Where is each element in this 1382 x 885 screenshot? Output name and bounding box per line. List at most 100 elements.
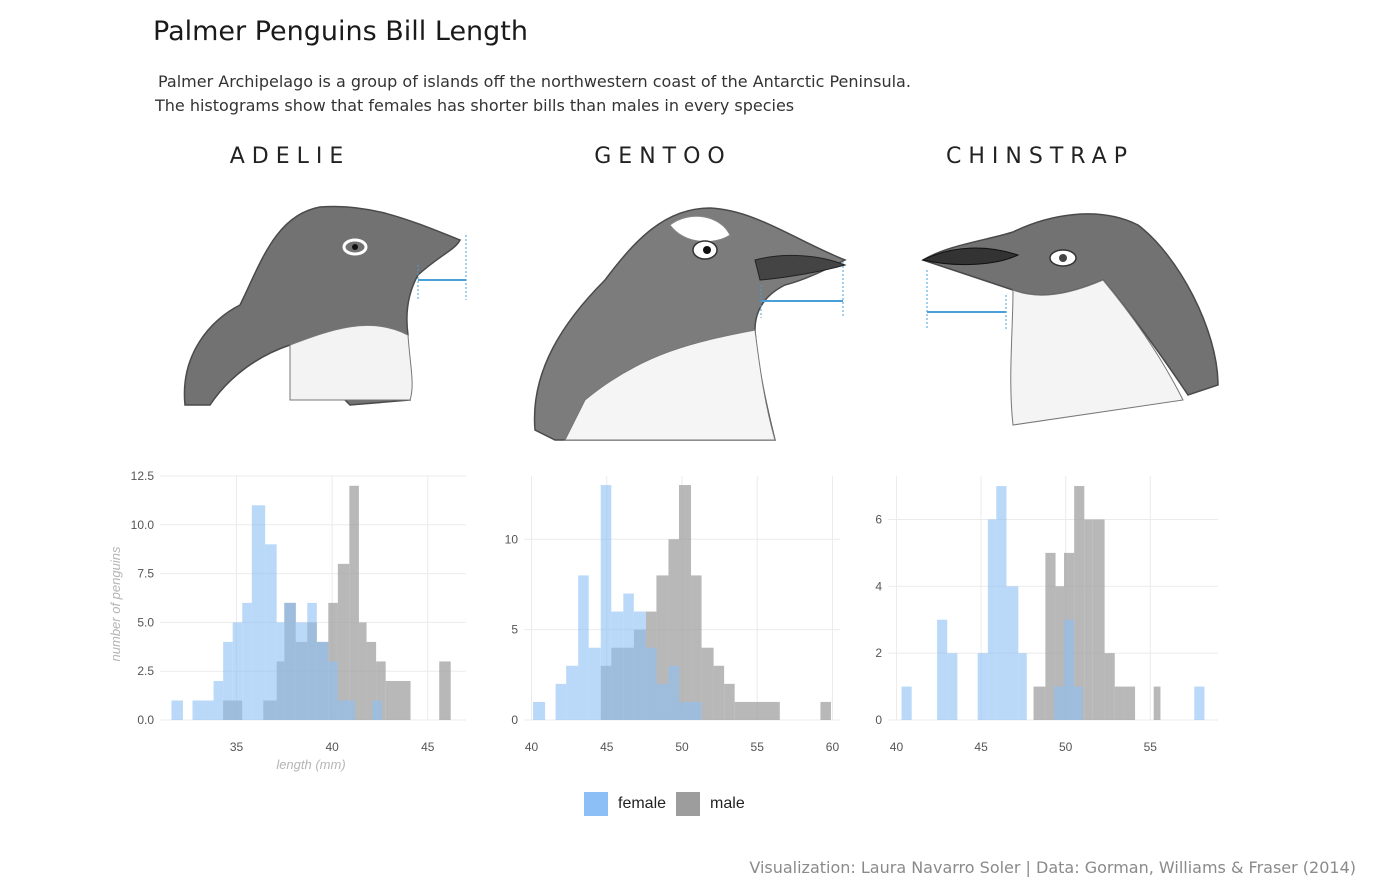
- bar-male: [701, 647, 714, 720]
- x-tick-label: 55: [1144, 740, 1158, 754]
- histogram-chinstrap: 0 2 4 6 40 45 50 55: [875, 476, 1218, 754]
- bar-male: [439, 661, 451, 720]
- bar-male: [385, 680, 411, 720]
- species-title-chinstrap: CHINSTRAP: [946, 144, 1134, 169]
- bar-female: [295, 622, 308, 720]
- bar-female: [251, 505, 266, 720]
- bar-female: [678, 701, 692, 720]
- bar-male: [668, 539, 679, 720]
- bar-male: [1055, 586, 1064, 720]
- bar-male: [1074, 486, 1085, 720]
- bar-female: [901, 686, 912, 720]
- legend-label-female: female: [618, 795, 667, 812]
- bar-male: [713, 665, 725, 720]
- bar-male: [1153, 686, 1161, 720]
- bar-male: [366, 641, 377, 720]
- x-tick-label: 45: [974, 740, 988, 754]
- bar-male: [734, 701, 780, 720]
- bar-female: [623, 593, 634, 720]
- bar-male: [1045, 552, 1056, 720]
- bar-male: [1084, 519, 1093, 720]
- bar-female: [533, 701, 546, 720]
- bar-female: [996, 486, 1007, 720]
- bar-female: [600, 485, 612, 720]
- bar-male: [358, 622, 367, 720]
- x-tick-label: 40: [890, 740, 904, 754]
- bar-female: [611, 611, 624, 720]
- bar-female: [668, 665, 679, 720]
- x-tick-label: 40: [325, 740, 339, 754]
- adelie-penguin-illustration: [183, 205, 467, 406]
- y-tick-label: 5.0: [137, 615, 154, 629]
- y-tick-label: 0: [511, 713, 518, 727]
- bar-female: [192, 700, 214, 720]
- bar-female: [578, 575, 589, 720]
- bar-female: [276, 622, 285, 720]
- legend-item-female: female: [584, 792, 666, 816]
- legend-swatch-male: [676, 792, 701, 816]
- gentoo-penguin-illustration: [533, 207, 847, 441]
- species-title-adelie: ADELIE: [229, 144, 351, 169]
- bar-female: [588, 647, 601, 720]
- bar-male: [1092, 519, 1105, 720]
- bar-male: [376, 661, 386, 720]
- y-tick-label: 12.5: [131, 469, 155, 483]
- chinstrap-penguin-illustration: [921, 213, 1219, 426]
- bar-female: [242, 602, 252, 720]
- x-tick-label: 55: [751, 740, 765, 754]
- bar-female: [307, 602, 317, 720]
- x-tick-label: 60: [826, 740, 840, 754]
- bar-female: [987, 519, 997, 720]
- bar-female: [1074, 686, 1083, 720]
- bar-female: [1018, 653, 1027, 720]
- bar-male: [1104, 653, 1115, 720]
- y-tick-label: 6: [875, 512, 882, 526]
- bar-female: [328, 661, 338, 720]
- bar-female: [316, 641, 329, 720]
- species-title-gentoo: GENTOO: [594, 144, 732, 169]
- x-tick-label: 45: [421, 740, 435, 754]
- bar-female: [645, 647, 657, 720]
- chart-subtitle: Palmer Archipelago is a group of islands…: [155, 70, 911, 118]
- x-tick-label: 45: [600, 740, 614, 754]
- histogram-adelie: 0.0 2.5 5.0 7.5 10.0 12.5 35 40 45 length (mm) num…: [108, 469, 466, 772]
- x-tick-label: 35: [230, 740, 244, 754]
- bar-male: [1033, 686, 1046, 720]
- legend-swatch-female: [584, 792, 608, 816]
- y-tick-label: 10: [505, 532, 519, 546]
- x-tick-label: 40: [525, 740, 539, 754]
- bar-female: [656, 683, 669, 720]
- bar-male: [337, 563, 350, 720]
- y-tick-label: 2.5: [137, 664, 154, 678]
- bar-female: [265, 544, 277, 720]
- x-tick-label: 50: [675, 740, 689, 754]
- bar-female: [977, 653, 988, 720]
- chart-title: Palmer Penguins Bill Length: [153, 16, 529, 47]
- bar-female: [232, 622, 243, 720]
- bar-male: [349, 485, 359, 720]
- bar-female: [337, 700, 356, 720]
- subtitle-line-2: The histograms show that females has sho…: [155, 96, 795, 115]
- bar-female: [171, 700, 183, 720]
- bar-male: [724, 683, 735, 720]
- y-tick-label: 7.5: [137, 567, 154, 581]
- x-axis-label: length (mm): [276, 757, 345, 772]
- bar-male: [820, 701, 831, 720]
- bar-female: [633, 611, 646, 720]
- bar-female: [1064, 619, 1075, 720]
- bar-female: [566, 665, 579, 720]
- bar-female: [1053, 686, 1064, 720]
- y-tick-label: 2: [875, 646, 882, 660]
- bar-female: [213, 680, 224, 720]
- bar-female: [223, 641, 233, 720]
- subtitle-line-1: Palmer Archipelago is a group of islands…: [158, 72, 911, 91]
- bar-female: [937, 619, 948, 720]
- legend-item-male: male: [676, 792, 745, 816]
- bar-female: [555, 683, 567, 720]
- bar-female: [372, 700, 382, 720]
- bar-male: [1114, 686, 1125, 720]
- source-caption: Visualization: Laura Navarro Soler | Dat…: [749, 858, 1356, 877]
- y-tick-label: 4: [875, 579, 882, 593]
- legend: female male: [584, 792, 755, 816]
